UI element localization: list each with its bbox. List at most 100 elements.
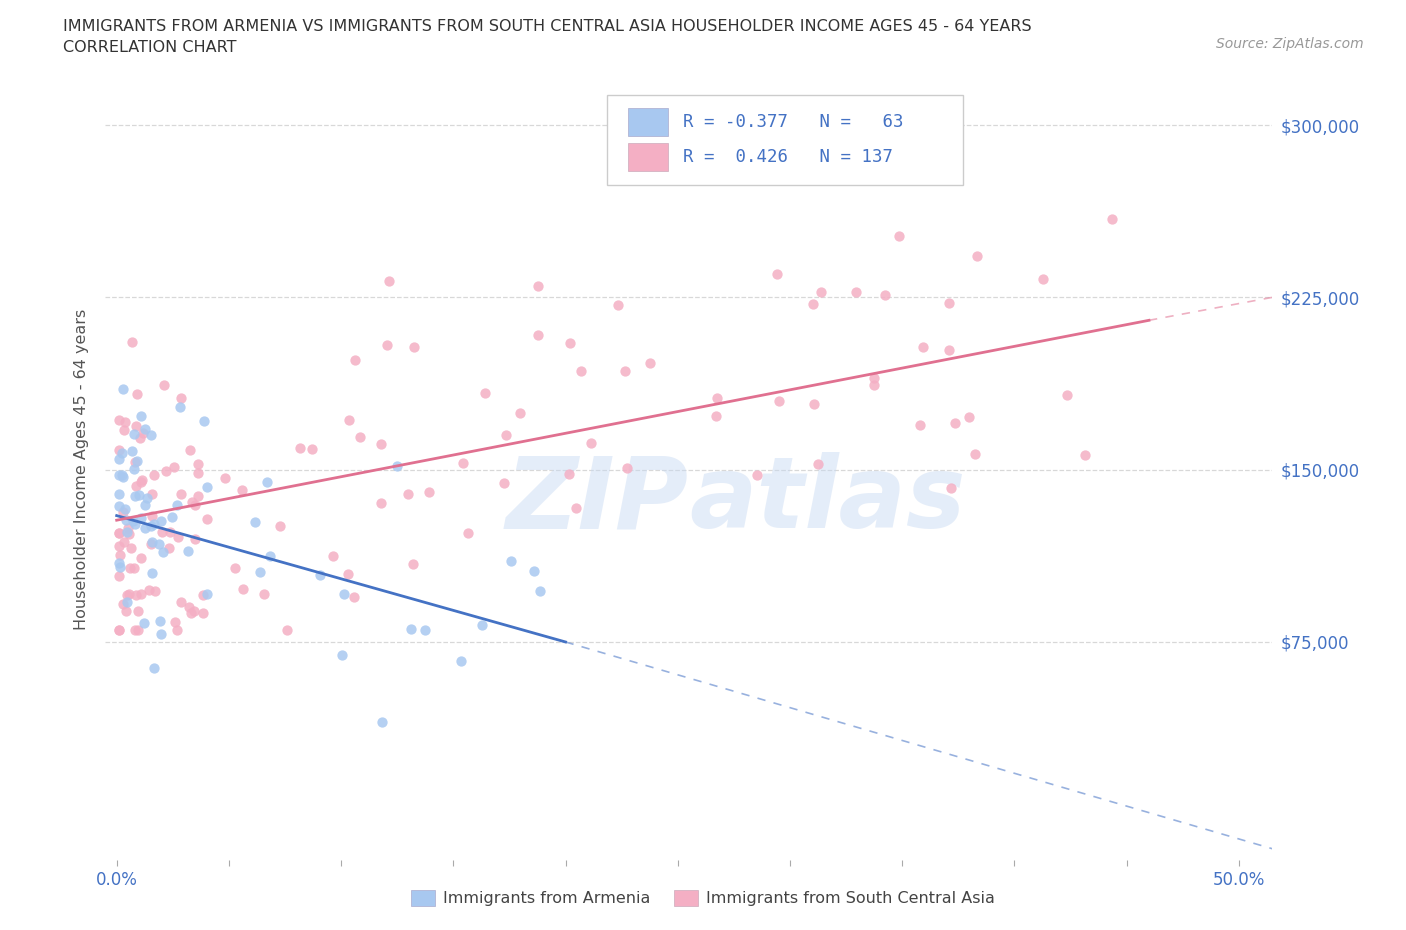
Text: CORRELATION CHART: CORRELATION CHART: [63, 40, 236, 55]
Point: [153, 379, 176, 393]
Point: [139, 537, 162, 551]
Point: [184, 531, 207, 546]
Point: [155, 464, 177, 479]
Point: [108, 487, 131, 502]
Point: [169, 400, 191, 415]
Text: R = -0.377   N =   63: R = -0.377 N = 63: [683, 113, 904, 131]
Point: [150, 525, 173, 539]
Point: [117, 594, 139, 609]
Point: [136, 491, 159, 506]
Point: [195, 512, 218, 527]
Point: [157, 540, 180, 555]
Point: [170, 391, 193, 405]
Point: [569, 364, 592, 379]
Point: [122, 427, 145, 442]
Point: [399, 622, 422, 637]
Point: [134, 498, 156, 512]
Point: [117, 521, 139, 536]
Point: [957, 409, 980, 424]
Legend: Immigrants from Armenia, Immigrants from South Central Asia: Immigrants from Armenia, Immigrants from…: [405, 884, 1001, 912]
Point: [451, 456, 474, 471]
Point: [337, 412, 360, 427]
Point: [122, 514, 145, 529]
Point: [115, 525, 138, 539]
Point: [413, 623, 436, 638]
Point: [169, 486, 191, 501]
Point: [941, 481, 963, 496]
Point: [402, 339, 425, 354]
Point: [141, 486, 163, 501]
Point: [396, 486, 419, 501]
Point: [115, 588, 138, 603]
Point: [108, 560, 131, 575]
Point: [912, 339, 935, 354]
Point: [129, 511, 152, 525]
Point: [249, 565, 271, 580]
Point: [143, 584, 166, 599]
Point: [187, 489, 209, 504]
Point: [243, 514, 266, 529]
Point: [141, 509, 163, 524]
Point: [501, 554, 523, 569]
Point: [195, 587, 218, 602]
Point: [616, 460, 638, 475]
Point: [183, 498, 205, 512]
Point: [120, 540, 142, 555]
Point: [111, 468, 134, 483]
Point: [124, 488, 146, 503]
Point: [108, 442, 131, 457]
Point: [111, 470, 134, 485]
Point: [127, 604, 149, 618]
Point: [224, 561, 246, 576]
Point: [132, 426, 155, 441]
Point: [766, 266, 789, 281]
Point: [163, 459, 186, 474]
Point: [139, 518, 162, 533]
Point: [141, 535, 163, 550]
Point: [527, 278, 550, 293]
Point: [418, 485, 440, 499]
Point: [253, 587, 276, 602]
Point: [337, 567, 360, 582]
Point: [108, 547, 131, 562]
Point: [614, 364, 637, 379]
Point: [124, 455, 146, 470]
Point: [494, 475, 516, 490]
Point: [166, 498, 188, 512]
Point: [333, 587, 356, 602]
Point: [125, 588, 148, 603]
Point: [163, 615, 186, 630]
Point: [122, 461, 145, 476]
Y-axis label: Householder Income Ages 45 - 64 years: Householder Income Ages 45 - 64 years: [75, 309, 90, 631]
Point: [112, 535, 135, 550]
Text: R =  0.426   N = 137: R = 0.426 N = 137: [683, 148, 893, 166]
Point: [527, 327, 550, 342]
Point: [966, 249, 988, 264]
Point: [349, 430, 371, 445]
Point: [181, 494, 204, 509]
Point: [108, 413, 131, 428]
Text: Source: ZipAtlas.com: Source: ZipAtlas.com: [1216, 37, 1364, 51]
Point: [108, 526, 131, 541]
Point: [150, 627, 173, 642]
Point: [193, 588, 215, 603]
Point: [114, 604, 136, 618]
Point: [111, 445, 134, 460]
Point: [121, 444, 143, 458]
FancyBboxPatch shape: [628, 143, 668, 171]
Point: [607, 298, 630, 312]
Text: ZIP: ZIP: [506, 452, 689, 550]
Point: [138, 582, 160, 597]
Point: [558, 467, 581, 482]
Point: [343, 590, 366, 604]
Point: [908, 418, 931, 432]
Point: [371, 715, 394, 730]
Point: [344, 352, 367, 367]
Point: [159, 525, 181, 540]
Point: [370, 436, 392, 451]
Point: [118, 561, 141, 576]
Point: [149, 614, 172, 629]
Point: [558, 336, 581, 351]
Point: [134, 616, 156, 631]
Point: [579, 435, 602, 450]
